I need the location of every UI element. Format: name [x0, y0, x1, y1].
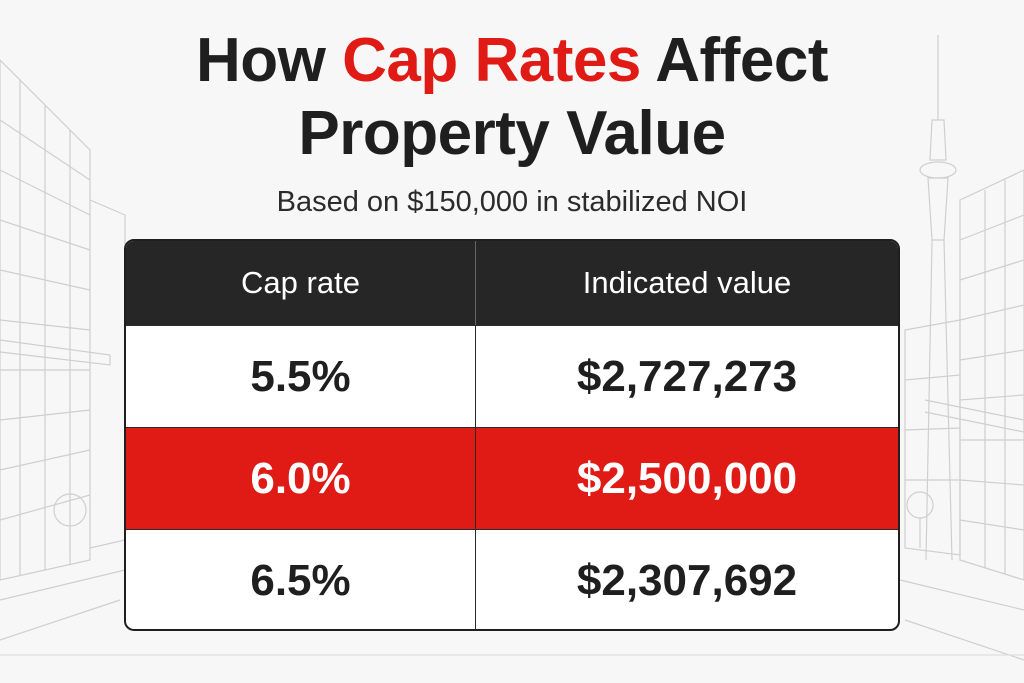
- cap-rate-value: 6.0%: [250, 453, 351, 503]
- cap-rate-cell: 6.5%: [126, 530, 476, 629]
- indicated-value-cell: $2,307,692: [476, 530, 898, 629]
- title-line-1: How Cap Rates Affect: [0, 30, 1024, 92]
- cap-rate-value: 6.5%: [250, 555, 351, 605]
- cap-rate-cell: 5.5%: [126, 326, 476, 427]
- table-row-highlighted: 6.0% $2,500,000: [126, 427, 898, 529]
- title-accent: Cap Rates: [342, 26, 641, 95]
- indicated-value-cell: $2,500,000: [476, 428, 898, 529]
- header-cell-cap-rate: Cap rate: [126, 241, 476, 325]
- cap-rate-value: 5.5%: [250, 351, 351, 401]
- header-label: Indicated value: [582, 265, 792, 300]
- subtitle: Based on $150,000 in stabilized NOI: [276, 186, 748, 218]
- cap-rate-cell: 6.0%: [126, 428, 476, 529]
- title-line-2: Property Value: [298, 99, 726, 168]
- cap-rate-table: Cap rate Indicated value 5.5% $2,727,273…: [124, 239, 900, 631]
- indicated-value-cell: $2,727,273: [476, 326, 898, 427]
- indicated-value: $2,307,692: [576, 555, 798, 605]
- table-row: 6.5% $2,307,692: [126, 529, 898, 629]
- table-header-row: Cap rate Indicated value: [126, 241, 898, 325]
- header-cell-indicated-value: Indicated value: [476, 241, 898, 325]
- table-row: 5.5% $2,727,273: [126, 325, 898, 427]
- title-prefix: How: [196, 26, 343, 95]
- header-label: Cap rate: [241, 265, 360, 300]
- indicated-value: $2,500,000: [576, 453, 798, 503]
- title-suffix: Affect: [640, 26, 828, 95]
- indicated-value: $2,727,273: [576, 351, 798, 401]
